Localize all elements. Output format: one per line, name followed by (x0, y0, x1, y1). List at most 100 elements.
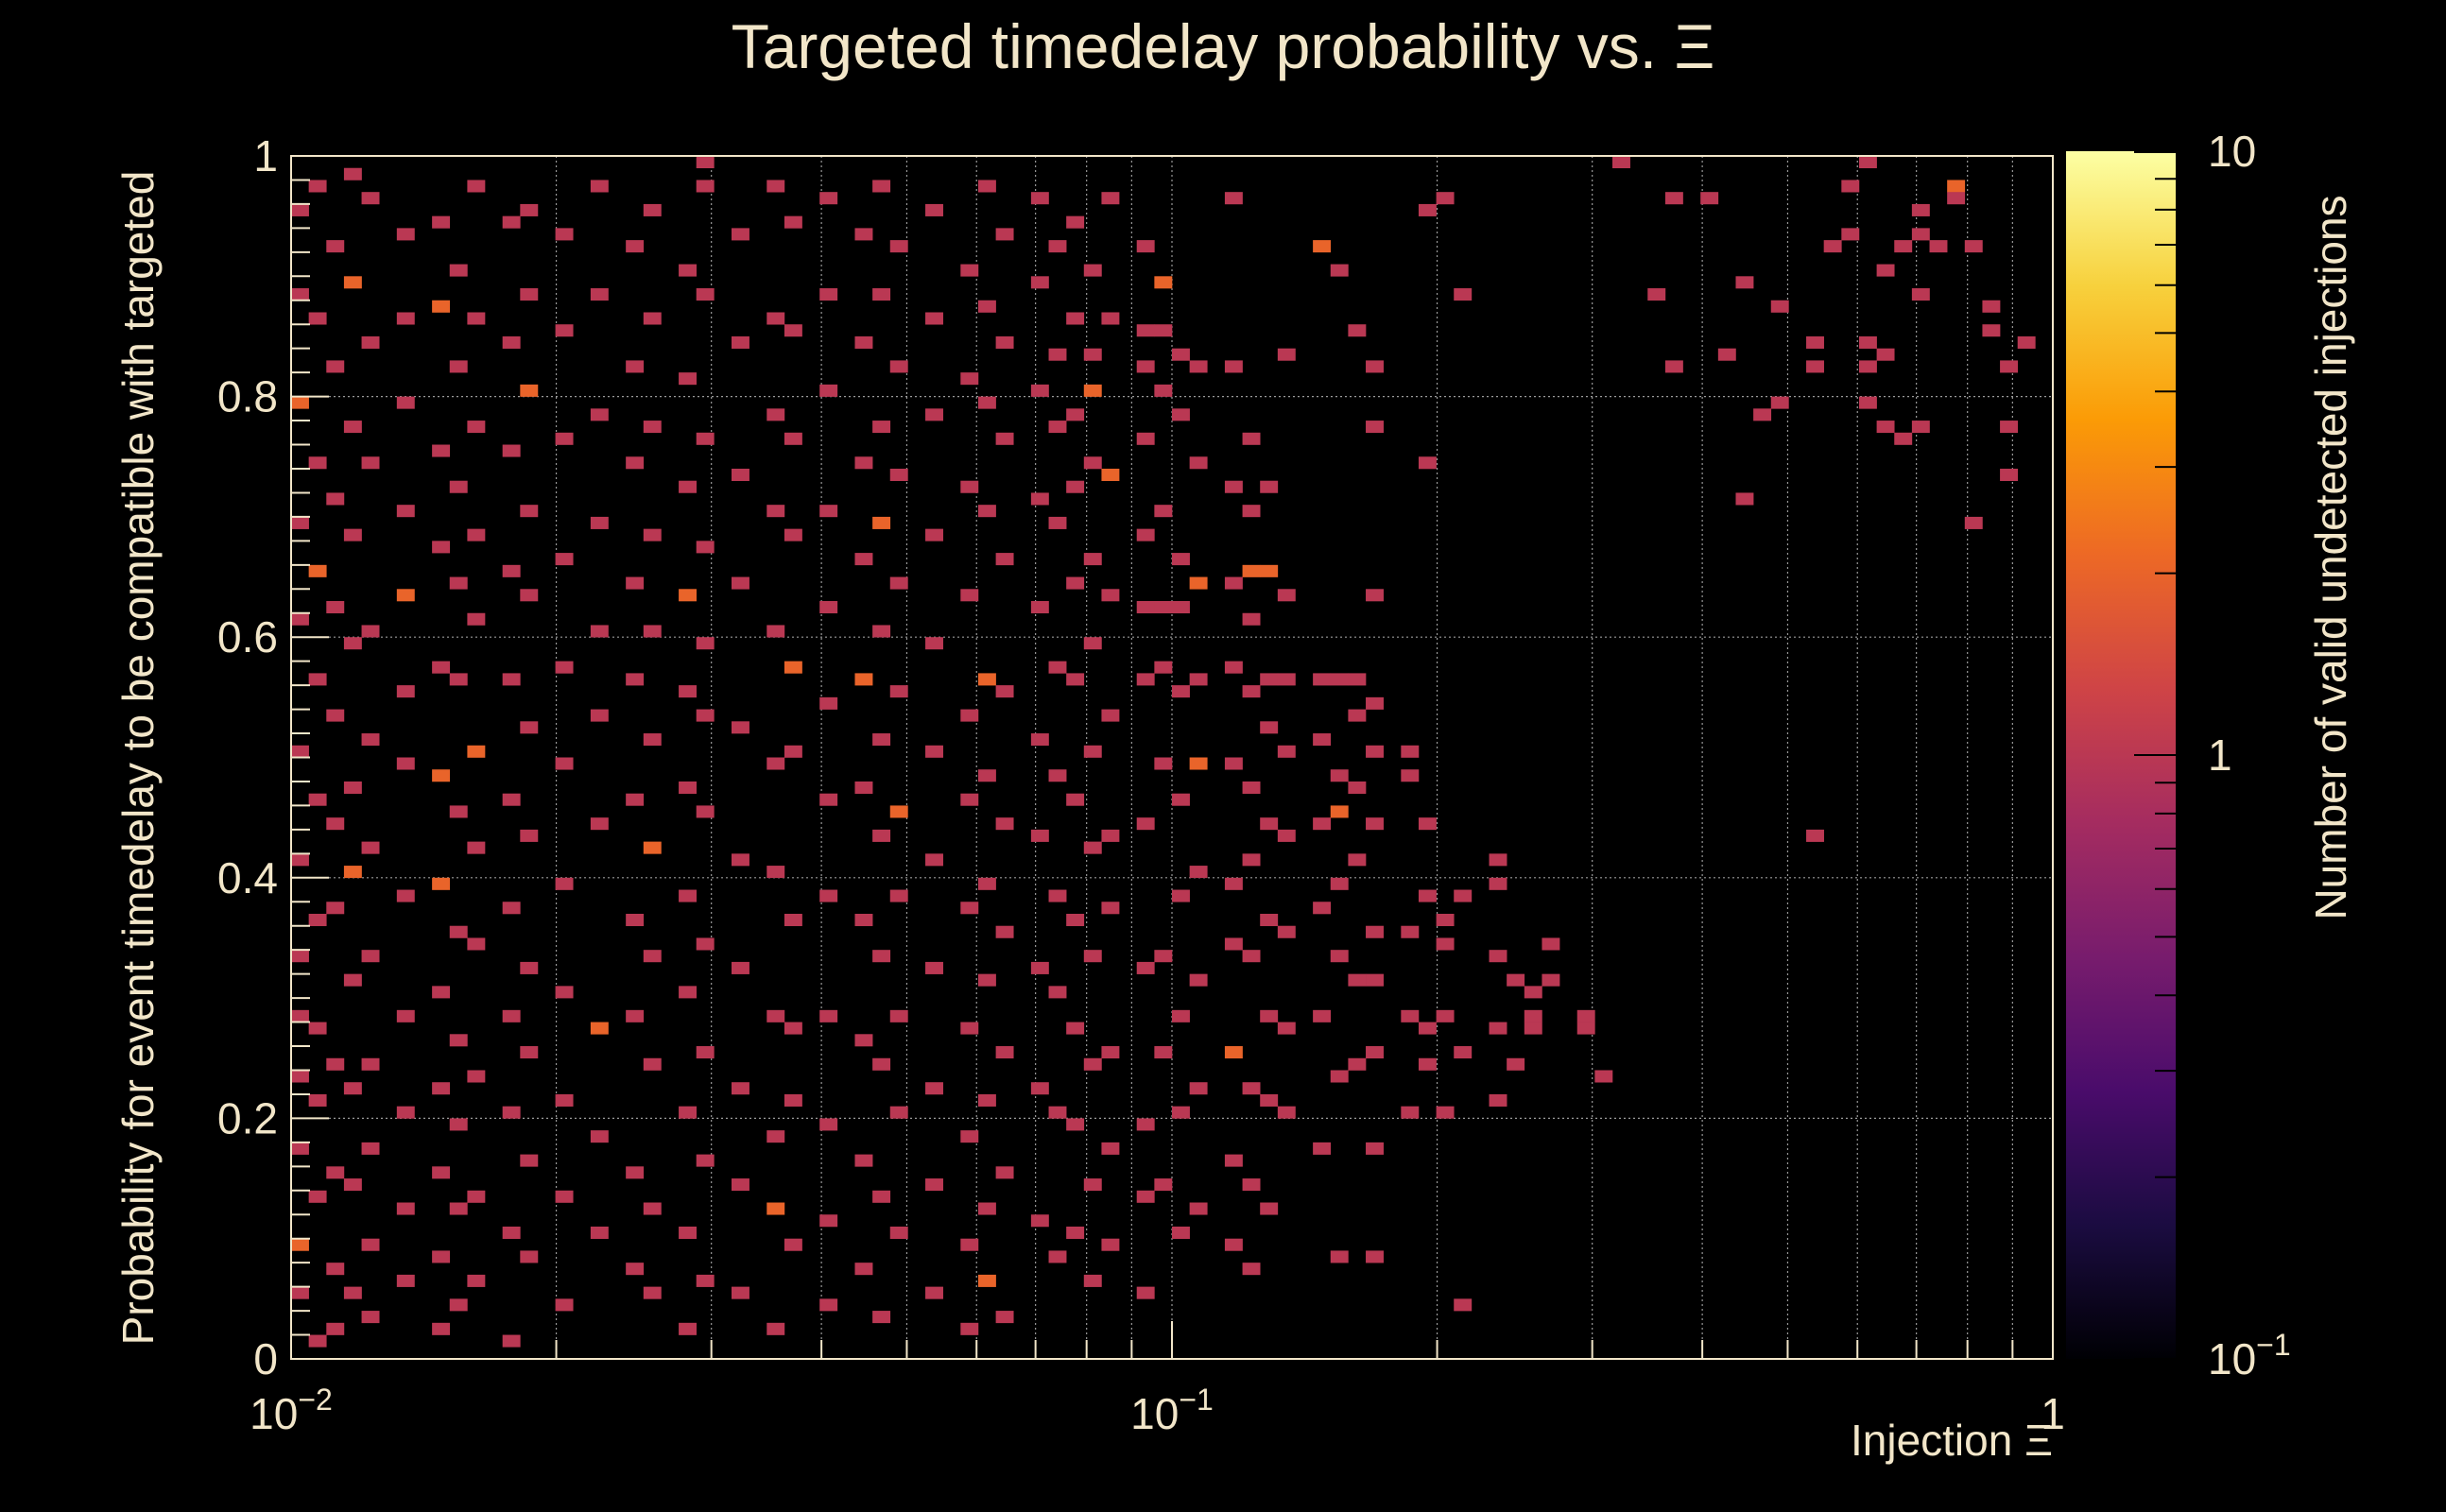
heatmap-cell (872, 829, 891, 842)
heatmap-cell (626, 913, 645, 927)
heatmap-cell (467, 528, 486, 541)
heatmap-cell (1454, 889, 1473, 902)
heatmap-cell (1330, 673, 1349, 686)
heatmap-cell (872, 733, 891, 747)
heatmap-cell (696, 541, 715, 554)
heatmap-cell (1418, 1022, 1437, 1035)
heatmap-cell (977, 1274, 996, 1287)
heatmap-cell (819, 601, 838, 614)
heatmap-cell (1260, 1093, 1279, 1107)
heatmap-cell (1172, 553, 1190, 566)
heatmap-cell (449, 673, 468, 686)
heatmap-cell (1242, 612, 1261, 626)
heatmap-cell (520, 961, 539, 974)
heatmap-cell (1172, 1009, 1190, 1022)
heatmap-cell (1366, 973, 1384, 987)
colorbar-tick-label: 10 (2208, 127, 2256, 176)
heatmap-cell (520, 288, 539, 301)
heatmap-cell (889, 1009, 908, 1022)
heatmap-cell (520, 203, 539, 216)
heatmap-cell (2000, 468, 2019, 482)
heatmap-cell (1947, 192, 1966, 205)
heatmap-cell (1189, 1202, 1208, 1215)
heatmap-cell (343, 973, 362, 987)
heatmap-cell (1189, 1082, 1208, 1095)
heatmap-cell (502, 793, 521, 806)
heatmap-cell (1154, 1046, 1173, 1059)
heatmap-cell (1770, 396, 1789, 409)
heatmap-cell (784, 432, 802, 445)
heatmap-cell (1154, 1178, 1173, 1192)
heatmap-cell (1858, 335, 1877, 349)
heatmap-cell (889, 468, 908, 482)
heatmap-cell (1136, 673, 1155, 686)
heatmap-cell (626, 360, 645, 373)
heatmap-cell (1189, 866, 1208, 879)
heatmap-cell (1260, 673, 1279, 686)
heatmap-cell (925, 637, 943, 650)
heatmap-cell (308, 1093, 327, 1107)
heatmap-cell (361, 1311, 380, 1324)
heatmap-cell (819, 1214, 838, 1228)
heatmap-cell (1876, 348, 1895, 361)
heatmap-cell (1330, 769, 1349, 782)
heatmap-cell (1507, 973, 1525, 987)
heatmap-cell (1418, 889, 1437, 902)
heatmap-cell (1524, 1022, 1542, 1035)
heatmap-cell (1753, 408, 1772, 421)
heatmap-cell (1224, 192, 1243, 205)
heatmap-cell (361, 1142, 380, 1155)
heatmap-cell (626, 1263, 645, 1276)
heatmap-cell (590, 625, 609, 638)
heatmap-cell (1101, 589, 1120, 602)
heatmap-cell (361, 841, 380, 854)
heatmap-cell (343, 167, 362, 180)
heatmap-cell (925, 1286, 943, 1299)
heatmap-cell (767, 1322, 785, 1335)
heatmap-cell (1136, 1190, 1155, 1203)
heatmap-cell (1048, 661, 1067, 674)
heatmap-cell (872, 1190, 891, 1203)
heatmap-cell (960, 264, 979, 277)
heatmap-cell (1083, 950, 1102, 963)
heatmap-cell (1524, 1009, 1542, 1022)
heatmap-cell (1982, 324, 2001, 337)
heatmap-cell (1172, 793, 1190, 806)
chart-title: Targeted timedelay probability vs. Ξ (732, 11, 1715, 81)
heatmap-cell (960, 902, 979, 915)
heatmap-cell (1083, 348, 1102, 361)
heatmap-cell (1172, 1226, 1190, 1239)
heatmap-cell (977, 769, 996, 782)
heatmap-cell (872, 1057, 891, 1071)
heatmap-cell (326, 240, 345, 253)
heatmap-cell (1806, 335, 1824, 349)
heatmap-cell (995, 817, 1014, 831)
heatmap-cell (1313, 733, 1332, 747)
heatmap-cell (308, 1190, 327, 1203)
heatmap-cell (467, 937, 486, 951)
heatmap-cell (396, 1274, 415, 1287)
heatmap-cell (520, 589, 539, 602)
heatmap-cell (1401, 1106, 1420, 1119)
heatmap-cell (467, 1070, 486, 1083)
heatmap-cell (1436, 192, 1455, 205)
heatmap-cell (643, 203, 662, 216)
heatmap-cell (1911, 288, 1930, 301)
heatmap-cell (977, 300, 996, 313)
heatmap-cell (732, 228, 749, 241)
heatmap-cell (432, 1166, 451, 1179)
heatmap-cell (291, 516, 309, 529)
heatmap-cell (1136, 432, 1155, 445)
heatmap-cell (1277, 348, 1296, 361)
heatmap-cell (1418, 203, 1437, 216)
heatmap-cell (520, 1046, 539, 1059)
heatmap-cell (1083, 841, 1102, 854)
heatmap-cell (555, 432, 574, 445)
heatmap-cell (1313, 817, 1332, 831)
heatmap-cell (361, 456, 380, 470)
heatmap-cell (1048, 516, 1067, 529)
heatmap-cell (960, 480, 979, 493)
heatmap-cell (1030, 829, 1049, 842)
heatmap-cell (396, 685, 415, 698)
heatmap-cell (502, 673, 521, 686)
